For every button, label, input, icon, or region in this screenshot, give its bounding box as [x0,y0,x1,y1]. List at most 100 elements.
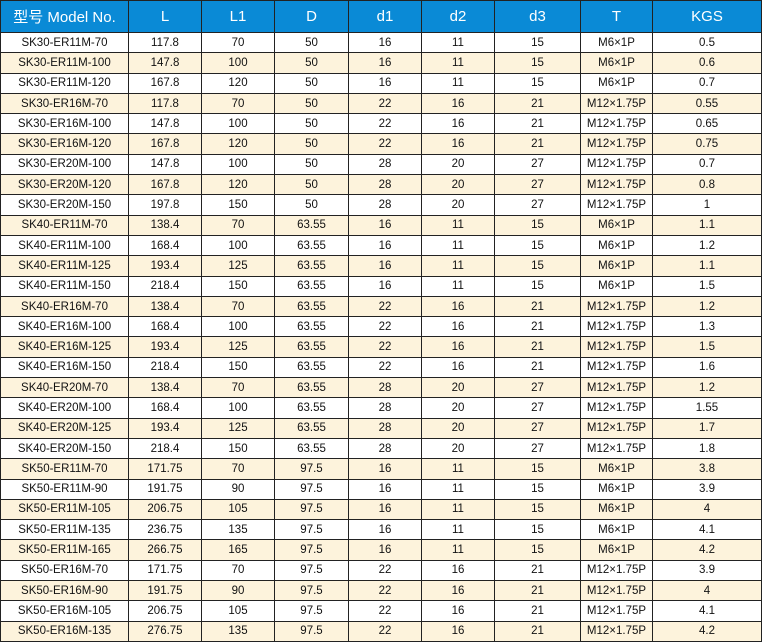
table-cell: 22 [348,580,422,602]
table-cell: SK30-ER11M-70 [0,31,129,54]
table-cell: 50 [274,52,349,74]
table-row: SK40-ER20M-125 193.4 125 63.55 28 20 27 M12×1.7… [0,417,762,439]
table-cell: 1.1 [652,214,762,236]
table-row: SK50-ER16M-70 171.75 70 97.5 22 16 21 M12×1.75P… [0,559,762,582]
table-row: SK50-ER11M-165 266.75 165 97.5 16 11 15 M6×1P 4.… [0,539,762,561]
column-header: D [274,0,349,33]
table-cell: M12×1.75P [580,174,653,196]
table-cell: 27 [494,174,581,196]
table-cell: 15 [494,72,581,94]
table-cell: 150 [201,356,275,379]
table-cell: 193.4 [128,336,202,358]
table-cell: SK40-ER20M-100 [0,397,129,419]
table-cell: SK40-ER16M-125 [0,336,129,358]
table-row: SK40-ER16M-100 168.4 100 63.55 22 16 21 M12×1.7… [0,316,762,338]
table-row: SK40-ER16M-150 218.4 150 63.55 22 16 21 M12×1.7… [0,356,762,379]
table-cell: 20 [421,417,495,439]
table-row: SK40-ER16M-125 193.4 125 63.55 22 16 21 M12×1.7… [0,336,762,358]
table-cell: 15 [494,519,581,541]
table-cell: 1.1 [652,255,762,277]
table-cell: M6×1P [580,498,653,521]
table-cell: 20 [421,153,495,176]
table-cell: 50 [274,31,349,54]
table-cell: 70 [201,31,275,54]
table-cell: SK50-ER11M-165 [0,539,129,561]
table-cell: SK40-ER11M-150 [0,275,129,297]
table-cell: 147.8 [128,52,202,74]
table-cell: SK50-ER16M-135 [0,620,129,642]
table-cell: 21 [494,600,581,622]
table-cell: M6×1P [580,72,653,94]
table-cell: SK40-ER16M-150 [0,356,129,379]
table-row: SK30-ER16M-100 147.8 100 50 22 16 21 M12×1.75P 0… [0,113,762,135]
table-cell: 15 [494,458,581,480]
table-cell: 0.8 [652,174,762,196]
table-cell: 21 [494,356,581,379]
table-cell: 63.55 [274,295,349,318]
table-cell: 21 [494,336,581,358]
table-cell: 150 [201,275,275,297]
table-cell: 63.55 [274,336,349,358]
table-row: SK50-ER11M-105 206.75 105 97.5 16 11 15 M6×1P 4 [0,498,762,521]
table-cell: 50 [274,72,349,94]
table-cell: 15 [494,255,581,277]
table-cell: SK30-ER16M-120 [0,133,129,155]
table-cell: 22 [348,113,422,135]
table-cell: 16 [421,580,495,602]
table-cell: SK40-ER20M-150 [0,437,129,460]
table-cell: SK30-ER11M-100 [0,52,129,74]
table-cell: 1.55 [652,397,762,419]
table-cell: 191.75 [128,478,202,500]
table-cell: 27 [494,194,581,216]
table-cell: 100 [201,153,275,176]
table-cell: 97.5 [274,519,349,541]
table-cell: 125 [201,417,275,439]
table-cell: M6×1P [580,214,653,236]
table-cell: 1.2 [652,377,762,399]
table-cell: 11 [421,52,495,74]
table-cell: M6×1P [580,519,653,541]
table-cell: 0.5 [652,31,762,54]
table-cell: 138.4 [128,295,202,318]
table-cell: 11 [421,234,495,257]
table-cell: 63.55 [274,397,349,419]
table-row: SK40-ER11M-150 218.4 150 63.55 16 11 15 M6×1P 1.… [0,275,762,297]
table-cell: 20 [421,194,495,216]
column-header: L1 [201,0,275,33]
table-cell: 0.7 [652,72,762,94]
table-cell: 11 [421,498,495,521]
table-cell: 11 [421,72,495,94]
table-cell: 125 [201,255,275,277]
table-cell: SK40-ER16M-100 [0,316,129,338]
table-row: SK50-ER16M-135 276.75 135 97.5 22 16 21 M12×1.7… [0,620,762,642]
table-cell: 105 [201,600,275,622]
table-cell: 206.75 [128,600,202,622]
table-cell: 16 [348,255,422,277]
table-cell: 21 [494,316,581,338]
table-cell: 100 [201,113,275,135]
table-cell: 15 [494,539,581,561]
table-cell: 63.55 [274,255,349,277]
table-cell: SK50-ER11M-135 [0,519,129,541]
table-cell: 16 [348,214,422,236]
table-cell: 3.8 [652,458,762,480]
table-cell: 16 [348,498,422,521]
table-cell: 21 [494,133,581,155]
table-cell: 11 [421,275,495,297]
table-cell: 0.75 [652,133,762,155]
table-cell: 63.55 [274,437,349,460]
table-cell: 28 [348,417,422,439]
table-cell: 63.55 [274,214,349,236]
table-cell: SK50-ER11M-105 [0,498,129,521]
table-cell: 27 [494,377,581,399]
table-cell: 15 [494,498,581,521]
table-cell: M12×1.75P [580,559,653,582]
table-cell: M12×1.75P [580,295,653,318]
table-row: SK30-ER20M-120 167.8 120 50 28 20 27 M12×1.75P 0… [0,174,762,196]
table-cell: 1.2 [652,234,762,257]
table-cell: 70 [201,559,275,582]
table-cell: 218.4 [128,437,202,460]
table-cell: 11 [421,478,495,500]
table-row: SK50-ER11M-70 171.75 70 97.5 16 11 15 M6×1P 3.8 [0,458,762,480]
table-cell: 150 [201,437,275,460]
